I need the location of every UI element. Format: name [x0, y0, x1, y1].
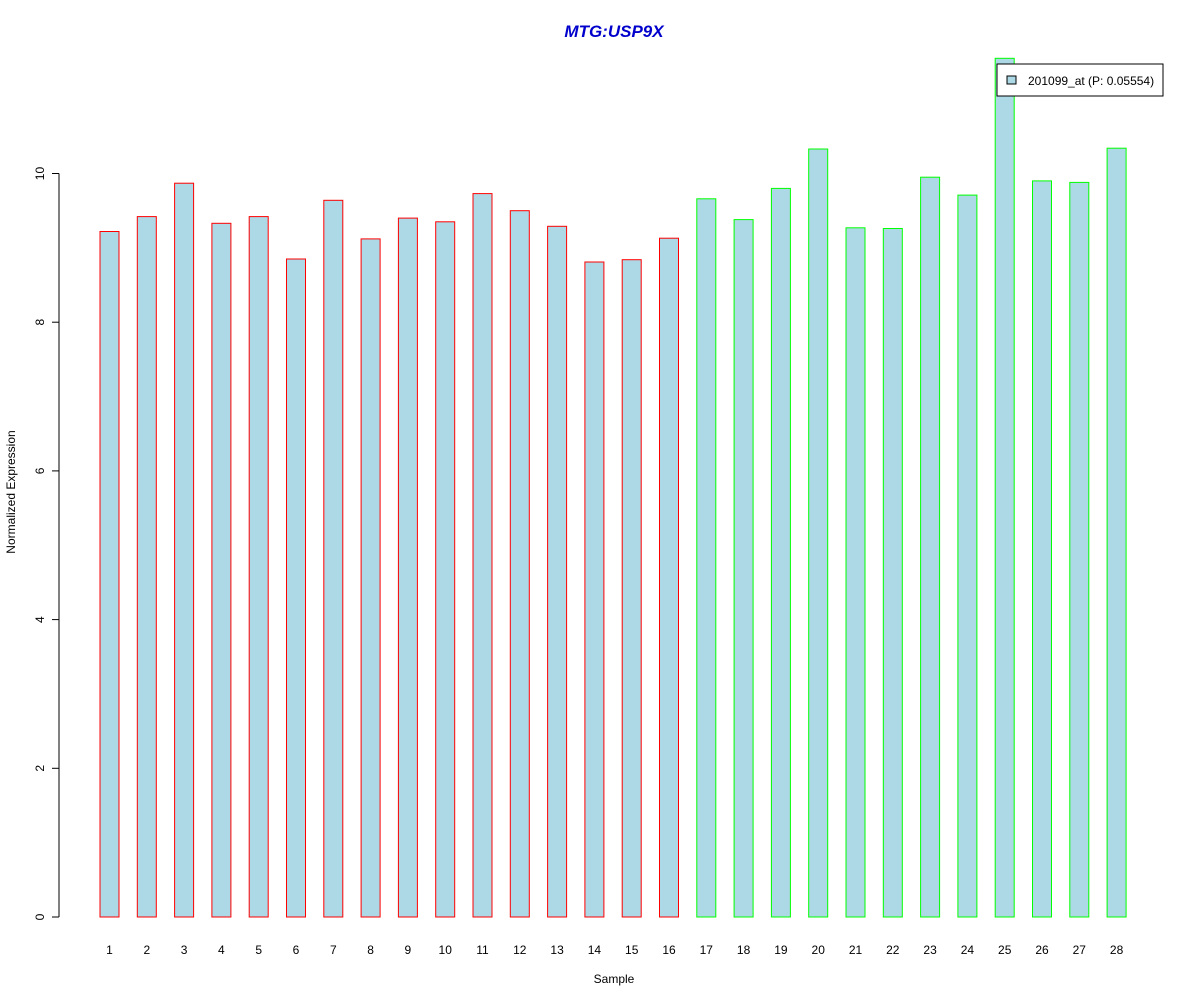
- x-tick-label: 19: [774, 943, 788, 957]
- x-tick-label: 17: [700, 943, 714, 957]
- x-tick-label: 28: [1110, 943, 1124, 957]
- bar-sample-5: [248, 216, 269, 918]
- x-tick-label: 6: [293, 943, 300, 957]
- y-axis: 0 2 4 6 8 10: [33, 167, 60, 920]
- bar-sample-19: [770, 187, 791, 918]
- x-tick-label: 26: [1035, 943, 1049, 957]
- x-tick-label: 15: [625, 943, 639, 957]
- bar-sample-22: [882, 228, 903, 918]
- bar-sample-7: [323, 199, 344, 918]
- x-tick-label: 20: [812, 943, 826, 957]
- chart-title: MTG:USP9X: [564, 22, 665, 41]
- x-tick-label: 7: [330, 943, 337, 957]
- x-tick-label: 13: [550, 943, 564, 957]
- x-tick-label: 10: [439, 943, 453, 957]
- x-tick-label: 18: [737, 943, 751, 957]
- x-tick-label: 21: [849, 943, 863, 957]
- legend-label: 201099_at (P: 0.05554): [1028, 74, 1154, 88]
- bar-sample-10: [435, 221, 456, 918]
- x-tick-label: 24: [961, 943, 975, 957]
- bar-sample-26: [1032, 180, 1052, 918]
- x-tick-labels: 1 2 3 4 5 6 7 8 9 10 11 12 13 14 15 16 17 18 19 20 21 22 23 24 2…: [106, 943, 1123, 957]
- bar-sample-6: [286, 258, 306, 918]
- bars-group: [99, 57, 1127, 918]
- x-tick-label: 16: [662, 943, 676, 957]
- bar-sample-23: [920, 176, 941, 918]
- bar-sample-28: [1106, 147, 1127, 918]
- legend: 201099_at (P: 0.05554): [996, 63, 1164, 97]
- bar-sample-20: [808, 148, 829, 918]
- y-tick-label: 2: [33, 765, 47, 772]
- bar-sample-16: [659, 237, 679, 918]
- x-tick-label: 8: [367, 943, 374, 957]
- bar-sample-2: [136, 216, 157, 918]
- bar-sample-3: [174, 182, 195, 918]
- bar-sample-17: [696, 198, 717, 918]
- x-tick-label: 25: [998, 943, 1012, 957]
- legend-box: [996, 63, 1164, 97]
- x-tick-label: 12: [513, 943, 527, 957]
- x-tick-label: 11: [476, 943, 489, 957]
- bar-sample-15: [621, 259, 642, 918]
- bar-sample-27: [1069, 181, 1090, 918]
- bar-sample-25: [994, 57, 1015, 918]
- x-tick-label: 1: [106, 943, 113, 957]
- x-tick-label: 22: [886, 943, 900, 957]
- x-tick-label: 9: [405, 943, 412, 957]
- x-tick-label: 4: [218, 943, 225, 957]
- y-tick-label: 0: [33, 913, 47, 920]
- legend-swatch: [1006, 75, 1017, 85]
- bar-sample-13: [547, 225, 568, 918]
- y-tick-label: 10: [33, 167, 47, 181]
- x-tick-label: 3: [181, 943, 188, 957]
- bar-sample-14: [584, 261, 605, 918]
- y-tick-label: 4: [33, 616, 47, 623]
- bar-sample-21: [845, 227, 866, 918]
- bar-sample-4: [211, 222, 232, 918]
- x-tick-label: 2: [143, 943, 150, 957]
- bar-sample-1: [99, 231, 120, 918]
- x-tick-label: 5: [255, 943, 262, 957]
- x-tick-label: 14: [588, 943, 602, 957]
- y-axis-label: Normalized Expression: [4, 430, 18, 553]
- y-tick-label: 8: [33, 319, 47, 326]
- x-tick-label: 23: [923, 943, 937, 957]
- bar-sample-12: [509, 210, 530, 918]
- bar-sample-8: [360, 238, 381, 918]
- x-axis-label: Sample: [594, 972, 635, 986]
- bar-sample-9: [397, 217, 418, 918]
- bar-sample-18: [733, 219, 754, 918]
- x-tick-label: 27: [1073, 943, 1087, 957]
- bar-sample-24: [957, 194, 978, 918]
- y-tick-label: 6: [33, 467, 47, 474]
- bar-sample-11: [472, 193, 493, 918]
